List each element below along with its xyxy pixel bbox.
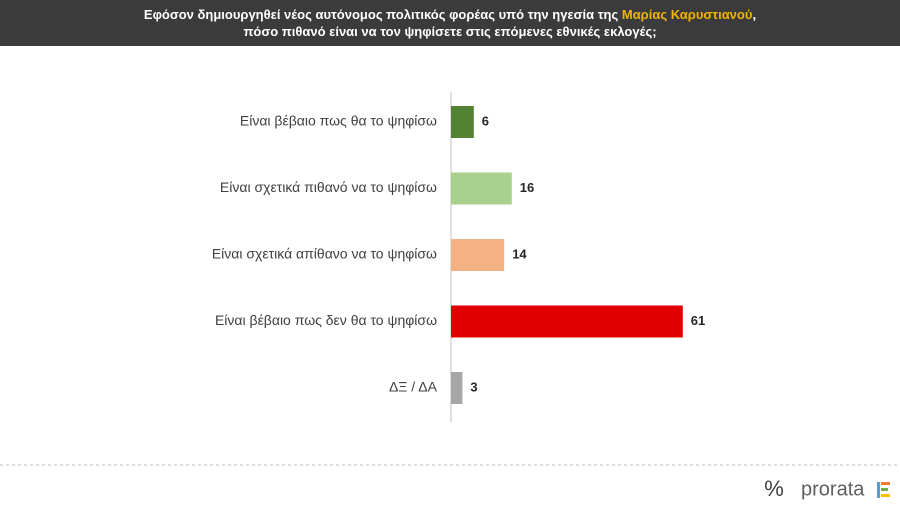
value-label: 6 [482, 113, 489, 128]
bar [451, 172, 512, 205]
value-label: 16 [520, 180, 534, 195]
value-label: 3 [470, 379, 477, 394]
category-label: ΔΞ / ΔΑ [389, 379, 438, 395]
logo-bar [877, 482, 880, 498]
category-label: Είναι σχετικά πιθανό να το ψηφίσω [220, 179, 437, 195]
logo-symbol: % [764, 476, 784, 501]
bar [451, 106, 474, 138]
bar [451, 305, 683, 338]
header: Εφόσον δημιουργηθεί νέος αυτόνομος πολιτ… [0, 0, 900, 46]
value-label: 61 [691, 313, 705, 328]
title-highlight: Μαρίας Καρυστιανού [621, 7, 753, 22]
title-part: , [752, 7, 757, 22]
bar [451, 372, 463, 404]
title-part: Εφόσον δημιουργηθεί νέος αυτόνομος πολιτ… [143, 7, 619, 22]
bar [451, 239, 505, 271]
title-part: πόσο πιθανό είναι να τον ψηφίσετε στις ε… [243, 24, 657, 39]
category-label: Είναι σχετικά απίθανο να το ψηφίσω [212, 246, 437, 262]
logo-bar [881, 494, 890, 497]
logo-text: prorata [801, 478, 865, 500]
value-label: 14 [512, 246, 527, 261]
logo-bar [881, 488, 888, 491]
logo-bar [881, 482, 890, 485]
category-label: Είναι βέβαιο πως δεν θα το ψηφίσω [215, 312, 437, 328]
category-label: Είναι βέβαιο πως θα το ψηφίσω [240, 113, 437, 129]
